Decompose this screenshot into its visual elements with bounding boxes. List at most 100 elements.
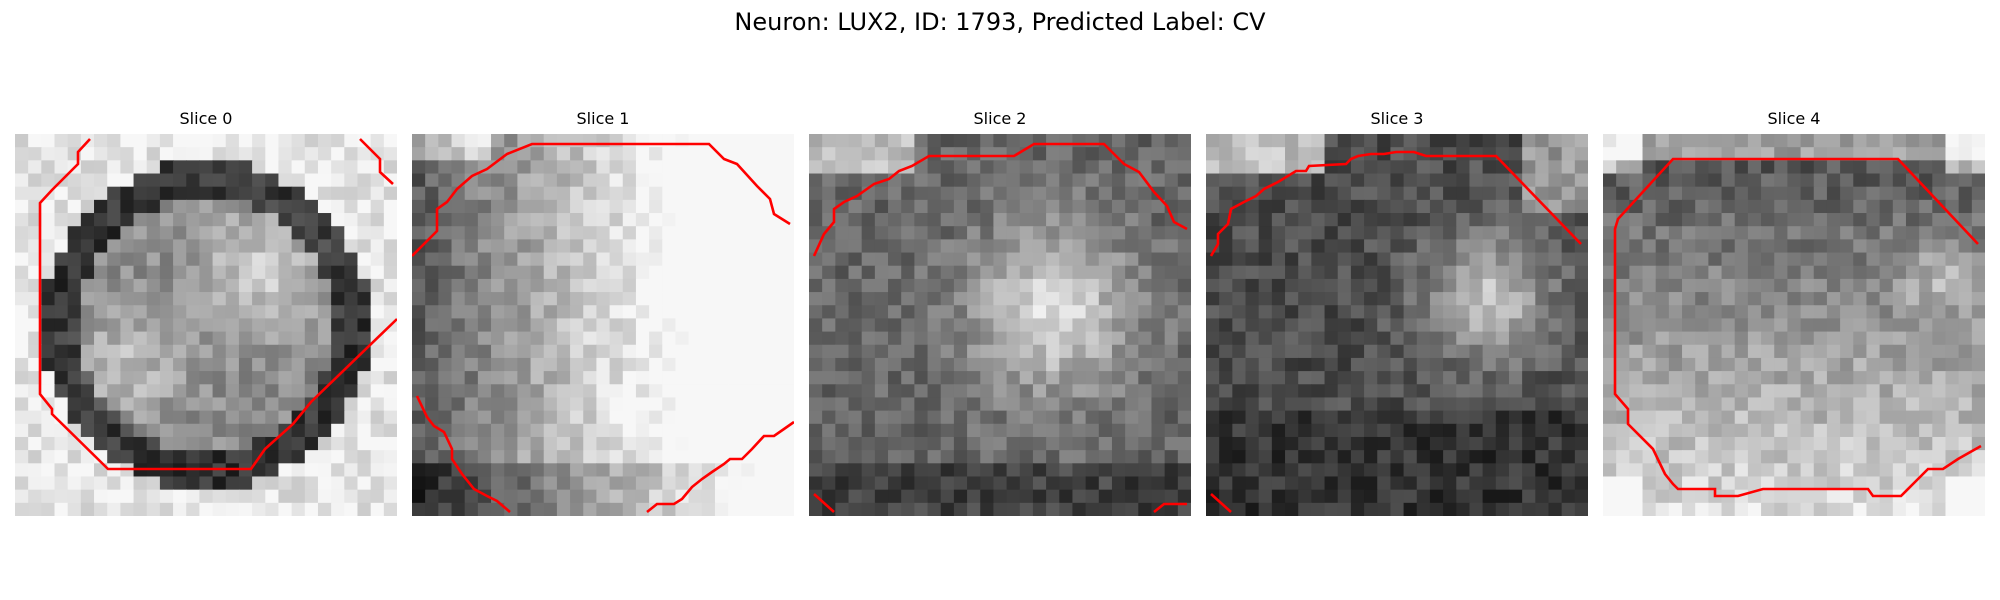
pixel-cell	[67, 371, 82, 385]
pixel-cell	[1603, 397, 1617, 412]
pixel-cell	[1164, 397, 1179, 412]
pixel-cell	[556, 397, 571, 412]
pixel-cell	[1337, 278, 1352, 293]
pixel-cell	[451, 278, 466, 293]
pixel-cell	[265, 423, 280, 438]
pixel-cell	[1059, 357, 1074, 372]
pixel-cell	[1377, 186, 1392, 201]
pixel-cell	[1747, 199, 1762, 214]
pixel-cell	[1337, 502, 1352, 516]
pixel-cell	[199, 384, 214, 399]
pixel-cell	[583, 423, 598, 438]
pixel-cell	[517, 344, 532, 359]
pixel-cell	[238, 397, 253, 412]
pixel-cell	[1258, 226, 1273, 240]
pixel-cell	[1298, 239, 1312, 254]
pixel-cell	[1840, 226, 1854, 240]
pixel-cell	[1390, 213, 1405, 227]
pixel-cell	[714, 436, 729, 451]
pixel-cell	[1508, 502, 1523, 516]
pixel-cell	[701, 213, 716, 227]
pixel-cell	[464, 186, 479, 201]
pixel-cell	[1840, 278, 1854, 293]
pixel-cell	[914, 292, 929, 306]
pixel-cell	[199, 278, 214, 293]
pixel-cell	[1111, 292, 1126, 306]
pixel-cell	[901, 186, 915, 201]
pixel-cell	[278, 186, 293, 201]
pixel-cell	[1708, 278, 1723, 293]
pixel-cell	[1085, 450, 1100, 464]
pixel-cell	[888, 147, 902, 161]
pixel-cell	[1298, 278, 1312, 293]
pixel-cell	[1403, 489, 1418, 504]
pixel-cell	[927, 173, 942, 188]
pixel-cell	[1548, 371, 1563, 385]
pixel-cell	[1429, 463, 1444, 478]
pixel-cell	[1350, 226, 1365, 240]
pixel-cell	[1655, 186, 1670, 201]
pixel-cell	[1311, 226, 1326, 240]
pixel-cell	[252, 344, 266, 359]
pixel-cell	[1377, 357, 1392, 372]
pixel-cell	[1695, 397, 1709, 412]
pixel-cell	[1019, 371, 1034, 385]
pixel-cell	[1469, 186, 1484, 201]
pixel-cell	[1495, 239, 1510, 254]
pixel-cell	[1932, 423, 1947, 438]
pixel-cell	[252, 226, 266, 240]
pixel-cell	[1164, 186, 1179, 201]
pixel-cell	[1495, 134, 1510, 148]
pixel-cell	[1721, 397, 1736, 412]
pixel-cell	[596, 226, 611, 240]
pixel-cell	[1603, 344, 1617, 359]
pixel-cell	[15, 423, 29, 438]
pixel-cell	[1164, 292, 1179, 306]
pixel-cell	[1721, 344, 1736, 359]
pixel-cell	[331, 502, 345, 516]
pixel-cell	[80, 357, 95, 372]
pixel-cell	[530, 239, 545, 254]
pixel-cell	[967, 489, 981, 504]
pixel-cell	[675, 397, 690, 412]
pixel-cell	[370, 160, 385, 175]
pixel-cell	[1668, 397, 1683, 412]
pixel-cell	[477, 357, 492, 372]
pixel-cell	[1774, 278, 1789, 293]
pixel-cell	[741, 410, 756, 425]
pixel-cell	[1258, 252, 1273, 267]
pixel-cell	[477, 410, 492, 425]
pixel-cell	[1616, 384, 1630, 399]
pixel-cell	[1561, 397, 1576, 412]
pixel-cell	[848, 463, 863, 478]
pixel-cell	[107, 344, 121, 359]
pixel-cell	[1958, 371, 1973, 385]
pixel-cell	[1219, 278, 1233, 293]
pixel-cell	[662, 344, 677, 359]
slice-title-0: Slice 0	[179, 109, 233, 128]
pixel-cell	[1892, 199, 1907, 214]
pixel-cell	[1561, 186, 1576, 201]
pixel-cell	[1522, 226, 1536, 240]
pixel-cell	[252, 384, 266, 399]
pixel-cell	[146, 213, 161, 227]
pixel-cell	[874, 252, 889, 267]
pixel-cell	[370, 292, 385, 306]
pixel-cell	[767, 476, 782, 491]
pixel-cell	[874, 463, 889, 478]
pixel-cell	[1813, 489, 1828, 504]
pixel-cell	[1616, 318, 1630, 333]
pixel-cell	[1495, 186, 1510, 201]
pixel-cell	[1668, 305, 1683, 320]
pixel-cell	[344, 476, 359, 491]
pixel-cell	[1046, 331, 1060, 346]
pixel-cell	[67, 476, 82, 491]
pixel-cell	[1708, 384, 1723, 399]
pixel-cell	[914, 502, 929, 516]
pixel-cell	[1866, 344, 1881, 359]
pixel-cell	[357, 318, 372, 333]
pixel-cell	[1495, 318, 1510, 333]
pixel-cell	[1072, 502, 1087, 516]
pixel-cell	[1548, 278, 1563, 293]
pixel-cell	[1285, 186, 1299, 201]
